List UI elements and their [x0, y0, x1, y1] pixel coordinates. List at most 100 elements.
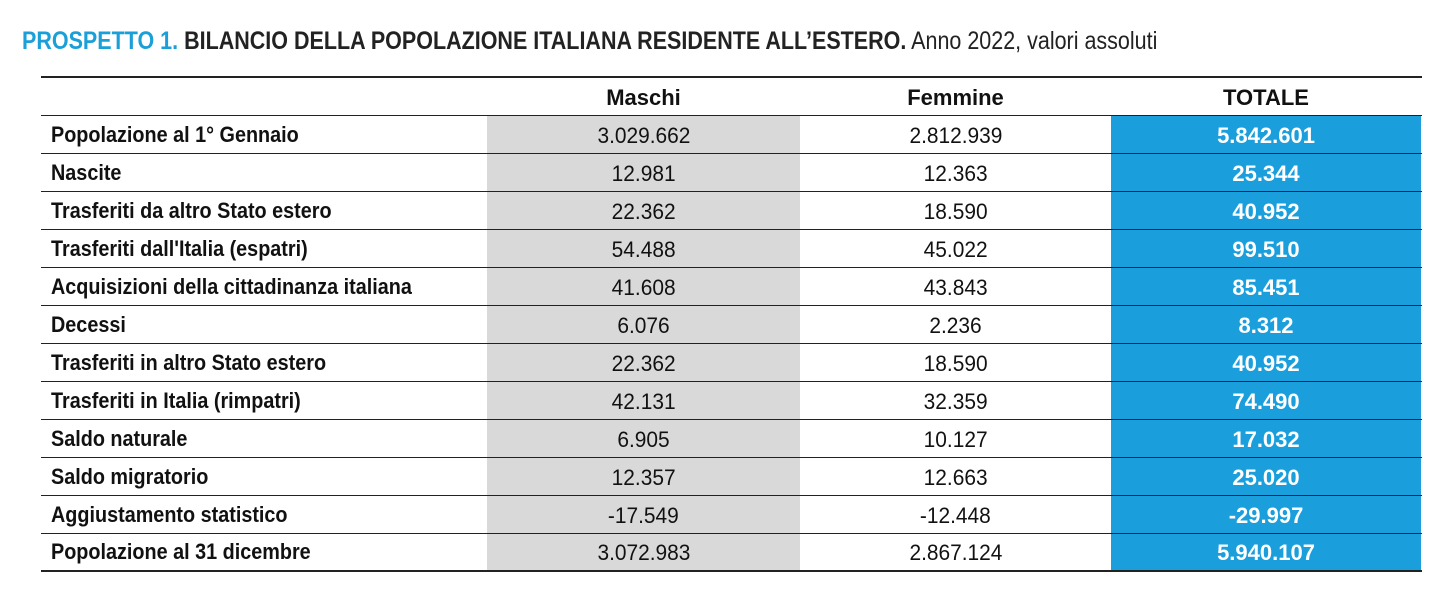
cell-maschi-text: 54.488: [611, 236, 676, 262]
cell-femmine: 18.590: [800, 192, 1111, 229]
cell-totale-text: -29.997: [1228, 502, 1304, 528]
cell-femmine: 12.663: [800, 458, 1111, 495]
cell-femmine-text: 32.359: [923, 388, 988, 414]
row-label-text: Aggiustamento statistico: [51, 501, 288, 527]
cell-totale: 40.952: [1111, 192, 1421, 229]
row-label: Trasferiti dall'Italia (espatri): [51, 230, 308, 267]
cell-totale-text: 40.952: [1232, 198, 1300, 224]
cell-maschi-text: 6.905: [617, 426, 670, 452]
title-suffix: Anno 2022, valori assoluti: [911, 27, 1158, 55]
cell-femmine-text: 45.022: [923, 236, 988, 262]
cell-femmine-text: 12.363: [923, 160, 988, 186]
row-label-text: Popolazione al 1° Gennaio: [51, 121, 299, 147]
table-row: Trasferiti da altro Stato estero 22.362 18…: [41, 192, 1422, 230]
row-label-text: Trasferiti in Italia (rimpatri): [51, 387, 301, 413]
cell-totale-text: 5.940.107: [1217, 540, 1315, 565]
cell-maschi: 3.029.662: [487, 116, 800, 153]
cell-maschi-text: 22.362: [611, 350, 676, 376]
cell-maschi: 12.981: [487, 154, 800, 191]
cell-femmine-text: 12.663: [923, 464, 988, 490]
row-label: Popolazione al 31 dicembre: [51, 534, 311, 570]
cell-femmine-text: 18.590: [923, 198, 988, 224]
table-row: Trasferiti dall'Italia (espatri) 54.488 45…: [41, 230, 1422, 268]
row-label: Decessi: [51, 306, 126, 343]
row-label: Saldo migratorio: [51, 458, 208, 495]
cell-maschi-text: 12.357: [611, 464, 676, 490]
cell-totale-text: 99.510: [1232, 236, 1300, 262]
cell-totale-text: 40.952: [1232, 350, 1300, 376]
cell-femmine: 18.590: [800, 344, 1111, 381]
row-label: Aggiustamento statistico: [51, 496, 288, 533]
cell-maschi-text: -17.549: [608, 502, 679, 528]
row-label: Saldo naturale: [51, 420, 187, 457]
title-prefix: PROSPETTO 1.: [22, 27, 179, 55]
cell-totale: 5.842.601: [1111, 116, 1421, 153]
cell-femmine: -12.448: [800, 496, 1111, 533]
column-header-femmine: Femmine: [907, 84, 1004, 110]
cell-maschi: 54.488: [487, 230, 800, 267]
cell-totale-text: 25.344: [1232, 160, 1300, 186]
row-label: Trasferiti in altro Stato estero: [51, 344, 326, 381]
title-main: BILANCIO DELLA POPOLAZIONE ITALIANA RESI…: [184, 27, 907, 55]
cell-femmine: 2.236: [800, 306, 1111, 343]
cell-femmine: 45.022: [800, 230, 1111, 267]
cell-maschi-text: 6.076: [617, 312, 670, 338]
population-table: Maschi Femmine TOTALE Popolazione al 1° …: [41, 76, 1422, 572]
cell-maschi-text: 22.362: [611, 198, 676, 224]
table-row: Popolazione al 1° Gennaio 3.029.662 2.812.…: [41, 116, 1422, 154]
cell-maschi-text: 42.131: [611, 388, 676, 414]
cell-totale-text: 25.020: [1232, 464, 1300, 490]
cell-totale: 40.952: [1111, 344, 1421, 381]
cell-femmine: 10.127: [800, 420, 1111, 457]
cell-totale: 8.312: [1111, 306, 1421, 343]
cell-maschi: 41.608: [487, 268, 800, 305]
table-row: Trasferiti in Italia (rimpatri) 42.131 32.…: [41, 382, 1422, 420]
cell-totale: 25.020: [1111, 458, 1421, 495]
cell-totale: 25.344: [1111, 154, 1421, 191]
column-header-maschi: Maschi: [606, 84, 681, 110]
cell-totale-text: 5.842.601: [1217, 122, 1315, 148]
table-row: Nascite 12.981 12.363 25.344: [41, 154, 1422, 192]
cell-maschi: 22.362: [487, 344, 800, 381]
cell-femmine-text: 2.812.939: [909, 122, 1002, 148]
table-row: Aggiustamento statistico -17.549 -12.448 -2…: [41, 496, 1422, 534]
cell-totale-text: 8.312: [1238, 312, 1294, 338]
table-row: Saldo migratorio 12.357 12.663 25.020: [41, 458, 1422, 496]
table-row: Trasferiti in altro Stato estero 22.362 18…: [41, 344, 1422, 382]
cell-totale: 99.510: [1111, 230, 1421, 267]
row-label-text: Trasferiti in altro Stato estero: [51, 349, 327, 375]
row-label-text: Saldo migratorio: [51, 463, 209, 489]
table-row: Decessi 6.076 2.236 8.312: [41, 306, 1422, 344]
row-label-text: Nascite: [51, 159, 122, 185]
cell-maschi: 22.362: [487, 192, 800, 229]
cell-femmine: 12.363: [800, 154, 1111, 191]
cell-totale: -29.997: [1111, 496, 1421, 533]
table-header-row: Maschi Femmine TOTALE: [41, 78, 1422, 116]
cell-totale-text: 85.451: [1232, 274, 1300, 300]
table-row: Acquisizioni della cittadinanza italiana…: [41, 268, 1422, 306]
cell-totale-text: 17.032: [1232, 426, 1300, 452]
cell-maschi-text: 3.029.662: [597, 122, 690, 148]
cell-femmine: 43.843: [800, 268, 1111, 305]
cell-femmine-text: 18.590: [923, 350, 988, 376]
cell-maschi: 6.076: [487, 306, 800, 343]
cell-femmine-text: 2.236: [929, 312, 982, 338]
row-label-text: Saldo naturale: [51, 425, 188, 451]
cell-femmine-text: -12.448: [920, 502, 991, 528]
row-label-text: Acquisizioni della cittadinanza italiana: [51, 273, 412, 299]
row-label: Trasferiti in Italia (rimpatri): [51, 382, 301, 419]
cell-femmine: 2.812.939: [800, 116, 1111, 153]
row-label-text: Popolazione al 31 dicembre: [51, 539, 311, 564]
cell-maschi: 3.072.983: [487, 534, 800, 570]
cell-totale: 5.940.107: [1111, 534, 1421, 570]
cell-femmine: 2.867.124: [800, 534, 1111, 570]
row-label-text: Trasferiti da altro Stato estero: [51, 197, 332, 223]
cell-maschi-text: 41.608: [611, 274, 676, 300]
cell-totale: 85.451: [1111, 268, 1421, 305]
cell-maschi: 12.357: [487, 458, 800, 495]
row-label-text: Decessi: [51, 311, 126, 337]
cell-maschi: 42.131: [487, 382, 800, 419]
cell-totale-text: 74.490: [1232, 388, 1300, 414]
table-row: Popolazione al 31 dicembre 3.072.983 2.867…: [41, 534, 1422, 572]
cell-femmine: 32.359: [800, 382, 1111, 419]
